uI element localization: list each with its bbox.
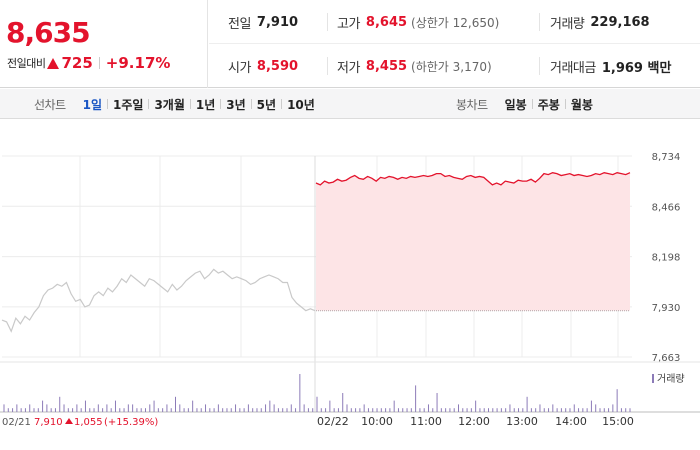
tab-divider [250, 99, 252, 109]
stats-row: 전일 7,910 고가 8,645 (상한가 12,650) 거래량 229,1… [209, 0, 700, 44]
stat-label: 고가 [337, 16, 360, 32]
time-label: 13:00 [506, 415, 538, 428]
stat-trade-value: 거래대금 1,969 백만 [550, 44, 671, 88]
divider [327, 13, 328, 31]
tab-line-period-2[interactable]: 1주일 [113, 97, 144, 112]
tab-line-period-6[interactable]: 5년 [256, 97, 277, 112]
up-triangle-icon [65, 418, 73, 424]
stat-label: 전일 [228, 16, 251, 32]
prev-day-date: 02/21 [2, 417, 31, 428]
time-label: 10:00 [361, 415, 393, 428]
divider [98, 57, 100, 69]
lower-limit: (하한가 3,170) [411, 59, 492, 74]
tab-divider [189, 99, 191, 109]
price-chart[interactable]: 8,734 8,466 8,198 7,930 7,663 거래량 02/21 7,910 1,… [0, 120, 700, 450]
tab-divider [531, 99, 533, 109]
tab-divider [220, 99, 222, 109]
tab-divider [281, 99, 283, 109]
volume-legend-swatch [652, 374, 654, 383]
line-chart-title: 선차트 [34, 97, 66, 112]
change-label: 전일대비 [7, 57, 46, 70]
candle-chart-title: 봉차트 [456, 97, 488, 112]
prev-day-close: 7,910 [34, 417, 63, 428]
tab-line-period-3[interactable]: 3개월 [154, 97, 185, 112]
tab-line-period-1[interactable]: 1일 [82, 97, 103, 112]
stat-value: 1,969 백만 [601, 60, 672, 76]
time-label: 15:00 [602, 415, 634, 428]
tab-divider [564, 99, 566, 109]
up-triangle-icon [47, 57, 60, 69]
tab-candle-period-1[interactable]: 일봉 [504, 97, 527, 112]
stat-high: 고가 8,645 (상한가 12,650) [337, 0, 499, 44]
y-tick-label: 8,734 [652, 152, 681, 163]
time-label: 14:00 [555, 415, 587, 428]
today-price-line [315, 172, 631, 186]
stat-value: 229,168 [590, 14, 650, 30]
quote-header: 8,635 전일대비 725 +9.17% 전일 7,910 고가 8,645 … [0, 0, 700, 88]
price-summary: 8,635 전일대비 725 +9.17% [0, 0, 208, 88]
tab-divider [148, 99, 150, 109]
time-label: 11:00 [410, 415, 442, 428]
volume-legend-label: 거래량 [657, 373, 685, 385]
y-tick-label: 8,466 [652, 202, 681, 213]
change-row: 전일대비 725 +9.17% [7, 54, 170, 72]
stat-label: 시가 [228, 60, 251, 76]
stat-label: 거래량 [550, 16, 585, 32]
line-chart-tabs: 선차트 1일 1주일 3개월 1년 3년 5년 10년 [34, 89, 320, 119]
candle-chart-tabs: 봉차트 일봉 주봉 월봉 [456, 89, 598, 119]
stat-value: 8,590 [256, 58, 299, 74]
prev-day-change: 1,055 [74, 417, 103, 428]
change-amount: 725 [61, 54, 93, 72]
stat-low: 저가 8,455 (하한가 3,170) [337, 44, 492, 88]
stat-value: 7,910 [256, 14, 299, 30]
stat-open: 시가 8,590 [228, 44, 298, 88]
upper-limit: (상한가 12,650) [411, 15, 500, 30]
price-chart-svg: 8,734 8,466 8,198 7,930 7,663 거래량 02/21 7,910 1,… [0, 152, 700, 428]
tab-line-period-4[interactable]: 1년 [195, 97, 216, 112]
time-label: 12:00 [458, 415, 490, 428]
today-area-fill [316, 172, 630, 311]
divider [327, 57, 328, 75]
stat-prev-close: 전일 7,910 [228, 0, 298, 44]
divider [539, 13, 540, 31]
prev-day-change-percent: (+15.39%) [104, 417, 158, 428]
change-percent: +9.17% [105, 54, 171, 72]
current-price: 8,635 [6, 16, 91, 49]
y-tick-label: 8,198 [652, 253, 681, 264]
stat-label: 거래대금 [550, 60, 596, 76]
tab-candle-period-3[interactable]: 월봉 [570, 97, 593, 112]
stats-row: 시가 8,590 저가 8,455 (하한가 3,170) 거래대금 1,969… [209, 44, 700, 88]
chart-tab-bar: 선차트 1일 1주일 3개월 1년 3년 5년 10년 봉차트 일봉 주봉 월봉 [0, 89, 700, 119]
tab-candle-period-2[interactable]: 주봉 [537, 97, 560, 112]
stat-volume: 거래량 229,168 [550, 0, 650, 44]
stat-value: 8,645 [365, 14, 408, 30]
tab-divider [107, 99, 109, 109]
stat-label: 저가 [337, 60, 360, 76]
y-tick-label: 7,663 [652, 353, 681, 364]
stats-table: 전일 7,910 고가 8,645 (상한가 12,650) 거래량 229,1… [209, 0, 700, 88]
today-date: 02/22 [317, 415, 349, 428]
tab-line-period-7[interactable]: 10년 [287, 97, 315, 112]
stat-value: 8,455 [365, 58, 408, 74]
prev-day-line [1, 268, 316, 333]
y-tick-label: 7,930 [652, 303, 681, 314]
divider [539, 57, 540, 75]
tab-line-period-5[interactable]: 3년 [226, 97, 246, 112]
